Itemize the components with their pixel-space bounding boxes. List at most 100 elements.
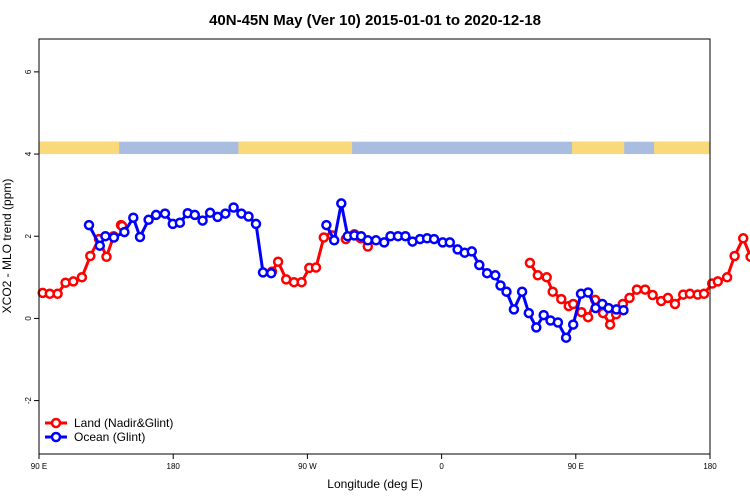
data-point xyxy=(174,217,186,228)
data-point xyxy=(531,322,542,333)
data-point xyxy=(220,208,231,219)
data-point xyxy=(567,319,579,330)
data-point xyxy=(362,235,374,246)
data-point xyxy=(524,257,536,269)
data-point xyxy=(604,319,616,330)
data-point xyxy=(257,267,269,278)
data-point xyxy=(444,237,456,248)
x-axis: 90 E 180 90 W 0 90 E 180 xyxy=(31,454,717,471)
data-point xyxy=(501,286,512,297)
data-point xyxy=(250,218,262,230)
data-point xyxy=(647,289,658,301)
land-band-segment xyxy=(654,141,710,155)
data-point xyxy=(197,215,208,226)
series-ocean xyxy=(83,198,629,343)
series-layer xyxy=(37,198,750,343)
data-point xyxy=(52,288,63,300)
data-point xyxy=(508,304,520,315)
series-line xyxy=(325,201,624,340)
land-ocean-band xyxy=(39,141,710,155)
data-point xyxy=(639,284,651,295)
land-band-segment xyxy=(238,141,353,155)
y-axis-label: XCO2 - MLO trend (ppm) xyxy=(0,179,14,314)
x-axis-label: Longitude (deg E) xyxy=(327,477,422,491)
data-point xyxy=(547,286,558,297)
data-point xyxy=(321,219,332,231)
data-point xyxy=(108,232,120,243)
data-point xyxy=(567,298,579,310)
data-point xyxy=(490,270,501,281)
x-tick-label: 90 W xyxy=(298,462,317,471)
data-point xyxy=(556,293,567,305)
data-point xyxy=(119,226,130,238)
y-tick-label: 6 xyxy=(24,69,33,74)
data-point xyxy=(296,276,307,288)
data-point xyxy=(94,240,106,251)
data-point xyxy=(400,230,411,242)
data-point xyxy=(378,237,390,248)
data-point xyxy=(712,276,724,287)
legend: Land (Nadir&Glint) Ocean (Glint) xyxy=(45,416,173,444)
data-point xyxy=(466,246,478,257)
data-point xyxy=(83,219,95,231)
data-point xyxy=(100,230,111,242)
y-tick-label: 0 xyxy=(24,316,33,321)
x-tick-label: 90 E xyxy=(568,462,584,471)
data-point xyxy=(328,235,340,246)
y-tick-label: 4 xyxy=(24,151,33,156)
land-band-segment xyxy=(572,141,625,155)
data-point xyxy=(481,267,493,279)
data-point xyxy=(370,235,382,246)
data-point xyxy=(662,292,674,304)
data-point xyxy=(68,276,79,287)
data-point xyxy=(101,251,112,263)
data-point xyxy=(538,309,549,321)
data-point xyxy=(541,272,552,283)
data-point xyxy=(143,214,154,226)
data-point xyxy=(428,233,440,245)
data-point xyxy=(228,202,239,213)
y-tick-label: 2 xyxy=(24,233,33,238)
y-tick-label: -2 xyxy=(24,396,33,404)
data-point xyxy=(729,250,740,262)
data-point xyxy=(128,212,139,223)
data-point xyxy=(204,207,216,219)
data-point xyxy=(552,317,564,328)
data-point xyxy=(150,209,162,221)
data-point xyxy=(631,284,643,295)
data-point xyxy=(618,304,629,316)
ocean-band xyxy=(39,141,710,155)
x-tick-label: 90 E xyxy=(31,462,47,471)
data-point xyxy=(85,250,96,262)
legend-ocean-label: Ocean (Glint) xyxy=(74,430,145,444)
data-point xyxy=(582,311,594,323)
data-point xyxy=(243,211,254,222)
data-point xyxy=(698,288,710,300)
chart-title: 40N-45N May (Ver 10) 2015-01-01 to 2020-… xyxy=(209,12,541,29)
data-point xyxy=(523,307,535,319)
data-point xyxy=(495,280,506,291)
data-point xyxy=(669,298,681,310)
data-point xyxy=(189,209,201,221)
plot-frame xyxy=(38,38,711,455)
data-point xyxy=(134,231,146,243)
data-point xyxy=(721,272,733,283)
data-point xyxy=(532,270,544,281)
land-band-segment xyxy=(39,141,120,155)
x-tick-label: 0 xyxy=(439,462,444,471)
y-axis: -2 0 2 4 6 xyxy=(24,69,39,404)
x-tick-label: 180 xyxy=(703,462,717,471)
x-tick-label: 180 xyxy=(167,462,181,471)
legend-land-label: Land (Nadir&Glint) xyxy=(74,416,173,430)
data-point xyxy=(474,259,485,271)
data-point xyxy=(76,272,88,283)
data-point xyxy=(624,292,635,304)
data-point xyxy=(272,256,284,267)
legend-ocean-swatch-marker xyxy=(50,431,62,443)
data-point xyxy=(265,267,277,279)
legend-land-swatch-marker xyxy=(50,417,62,429)
data-point xyxy=(318,232,330,243)
data-point xyxy=(516,286,528,297)
data-point xyxy=(582,287,594,298)
